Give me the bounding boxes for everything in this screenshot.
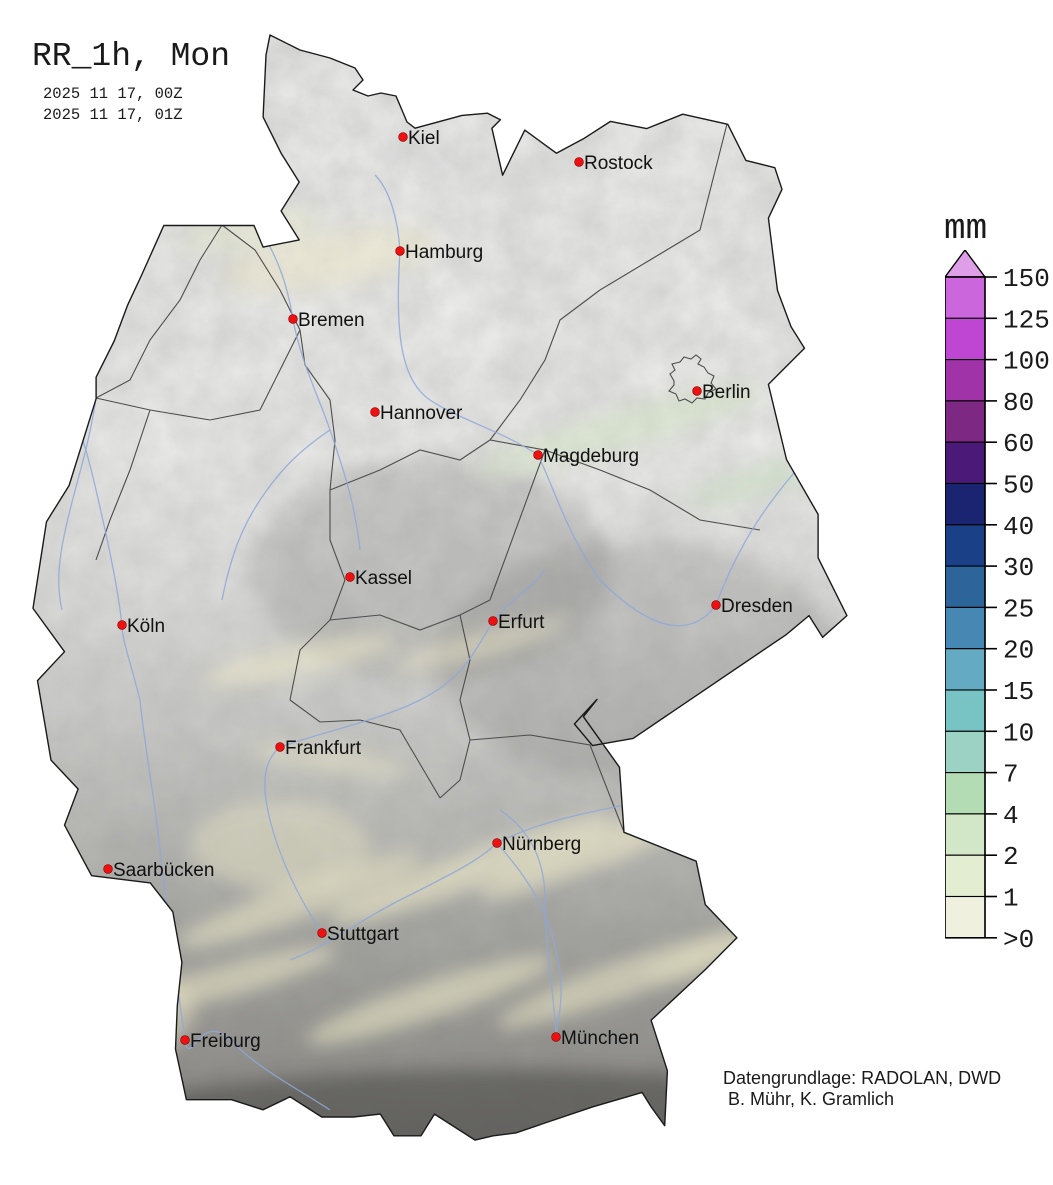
svg-text:Saarbücken: Saarbücken [113, 860, 214, 881]
svg-text:Frankfurt: Frankfurt [285, 738, 362, 759]
svg-text:Magdeburg: Magdeburg [543, 446, 639, 467]
svg-text:Bremen: Bremen [298, 310, 365, 331]
svg-text:Nürnberg: Nürnberg [502, 834, 581, 855]
svg-text:München: München [561, 1028, 639, 1049]
svg-text:Freiburg: Freiburg [190, 1031, 261, 1052]
svg-text:Berlin: Berlin [702, 382, 751, 403]
svg-text:Köln: Köln [127, 616, 165, 637]
svg-text:Erfurt: Erfurt [498, 612, 545, 633]
svg-text:Hannover: Hannover [380, 403, 463, 424]
svg-text:Stuttgart: Stuttgart [327, 924, 400, 945]
svg-text:Rostock: Rostock [584, 153, 653, 174]
svg-text:Dresden: Dresden [721, 596, 793, 617]
svg-text:Hamburg: Hamburg [405, 242, 483, 263]
svg-text:Kiel: Kiel [408, 128, 440, 149]
svg-text:Kassel: Kassel [355, 568, 412, 589]
